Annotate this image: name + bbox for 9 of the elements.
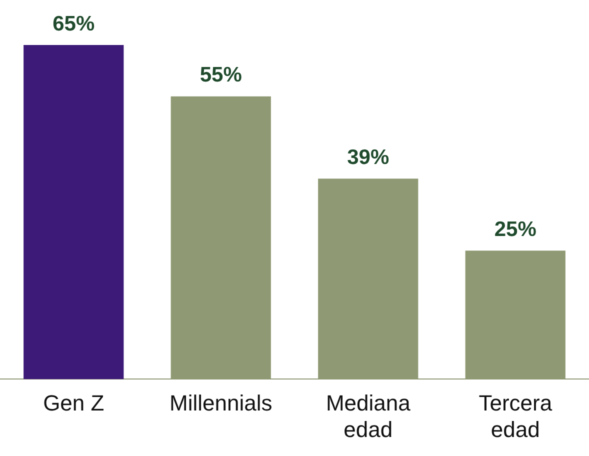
data-label: 25%: [494, 218, 537, 241]
x-tick-label: Tercera edad: [478, 390, 553, 442]
bar: [24, 45, 124, 380]
data-label: 55%: [200, 64, 242, 87]
x-tick-label: Mediana edad: [326, 390, 412, 442]
x-tick-label: Gen Z: [43, 390, 104, 416]
data-label: 65%: [52, 12, 95, 36]
x-tick-label: Millennials: [170, 390, 272, 416]
data-label: 39%: [347, 146, 390, 169]
